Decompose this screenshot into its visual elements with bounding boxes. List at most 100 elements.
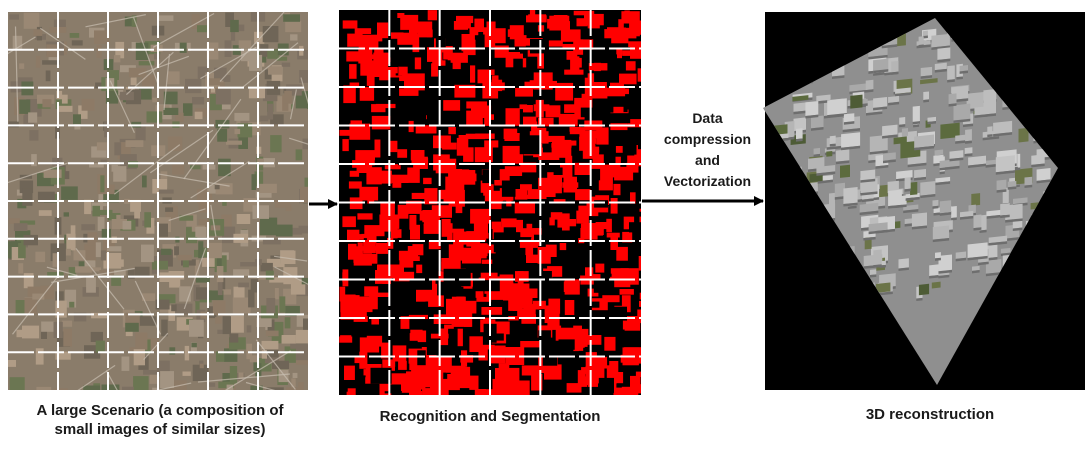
segmentation-mask	[420, 211, 435, 221]
aerial-block	[17, 330, 23, 337]
aerial-block	[9, 218, 20, 224]
segmentation-gap	[629, 99, 650, 120]
aerial-caption-line2: small images of similar sizes)	[0, 420, 320, 439]
segmentation-mask	[454, 21, 468, 30]
segmentation-mask	[610, 83, 624, 96]
aerial-block	[229, 334, 238, 343]
segmentation-gap	[636, 189, 643, 209]
reconstruction-building	[913, 106, 920, 122]
aerial-block	[230, 316, 244, 333]
segmentation-mask	[594, 63, 601, 71]
reconstruction-building-shadow	[1056, 4, 1069, 8]
reconstruction-building	[914, 169, 926, 178]
aerial-block	[230, 20, 239, 32]
segmentation-gap	[638, 141, 647, 149]
reconstruction-building	[1000, 203, 1010, 215]
aerial-block	[208, 78, 221, 85]
aerial-block	[248, 290, 254, 308]
segmentation-mask	[400, 15, 418, 30]
aerial-block	[183, 372, 191, 376]
reconstruction-building	[919, 36, 924, 45]
segmentation-gap	[575, 302, 600, 308]
aerial-block	[83, 386, 100, 397]
segmentation-mask	[492, 222, 501, 229]
reconstruction-building	[996, 155, 1015, 172]
aerial-block	[163, 108, 178, 115]
aerial-block	[216, 89, 231, 104]
aerial-block	[120, 92, 134, 100]
reconstruction-building	[876, 283, 890, 293]
segmentation-mask	[629, 21, 650, 35]
aerial-block	[147, 111, 163, 122]
segmentation-mask	[469, 376, 478, 390]
segmentation-mask	[432, 356, 452, 373]
aerial-block	[167, 71, 179, 84]
aerial-block	[73, 114, 81, 124]
reconstruction-building	[935, 149, 944, 155]
aerial-block	[191, 343, 197, 348]
segmentation-mask	[398, 205, 409, 219]
aerial-block	[101, 250, 106, 260]
segmentation-gap	[629, 222, 644, 232]
segmentation-mask	[619, 74, 637, 85]
segmentation-mask	[530, 10, 535, 20]
segmentation-mask	[633, 384, 641, 393]
segmentation-mask	[599, 176, 613, 191]
aerial-block	[8, 360, 16, 367]
segmentation-mask	[367, 336, 382, 347]
segmentation-mask	[606, 219, 612, 232]
segmentation-gap	[513, 59, 523, 72]
aerial-block	[217, 266, 224, 282]
segmentation-mask	[515, 202, 535, 213]
segmentation-mask	[385, 165, 401, 169]
segmentation-mask	[639, 256, 651, 271]
segmentation-mask	[520, 292, 533, 308]
segmentation-mask	[398, 67, 407, 76]
segmentation-mask	[515, 189, 528, 200]
aerial-block	[123, 221, 132, 230]
segmentation-mask	[564, 177, 578, 193]
aerial-block	[267, 104, 273, 120]
segmentation-mask	[564, 70, 583, 75]
aerial-block	[185, 79, 201, 93]
aerial-block	[197, 25, 207, 32]
segmentation-mask	[415, 57, 421, 69]
aerial-block	[114, 55, 120, 62]
reconstruction-building	[987, 126, 992, 134]
segmentation-mask	[376, 243, 388, 254]
aerial-block	[36, 348, 44, 364]
aerial-block	[200, 364, 204, 369]
aerial-block	[131, 78, 137, 86]
segmentation-mask	[572, 58, 582, 68]
aerial-image-panel	[0, 12, 353, 422]
segmentation-mask	[344, 366, 355, 380]
arrow-label-line2: compression	[650, 129, 765, 150]
segmentation-mask	[580, 138, 596, 144]
segmentation-mask	[510, 25, 524, 39]
segmentation-mask	[461, 350, 467, 366]
segmentation-mask	[639, 301, 656, 307]
segmentation-gap	[356, 384, 380, 404]
reconstruction-building-shadow	[982, 0, 1001, 4]
segmentation-mask	[551, 143, 571, 148]
segmentation-mask	[357, 213, 372, 219]
aerial-block	[233, 269, 249, 276]
aerial-block	[99, 210, 113, 215]
segmentation-mask	[409, 29, 418, 43]
aerial-caption-line1: A large Scenario (a composition of	[0, 401, 320, 420]
segmentation-mask	[408, 246, 418, 260]
segmentation-mask	[640, 217, 650, 224]
aerial-block	[36, 387, 51, 399]
reconstruction-building	[920, 181, 935, 196]
reconstruction-building	[827, 98, 847, 115]
reconstruction-building	[994, 2, 1004, 11]
aerial-block	[284, 91, 292, 104]
segmentation-mask	[412, 193, 431, 199]
segmentation-mask	[616, 157, 621, 164]
reconstruction-building	[949, 93, 957, 104]
segmentation-mask	[587, 335, 601, 345]
segmentation-mask	[416, 289, 426, 302]
aerial-block	[279, 296, 285, 312]
segmentation-gap	[554, 168, 563, 176]
aerial-block	[195, 227, 206, 237]
